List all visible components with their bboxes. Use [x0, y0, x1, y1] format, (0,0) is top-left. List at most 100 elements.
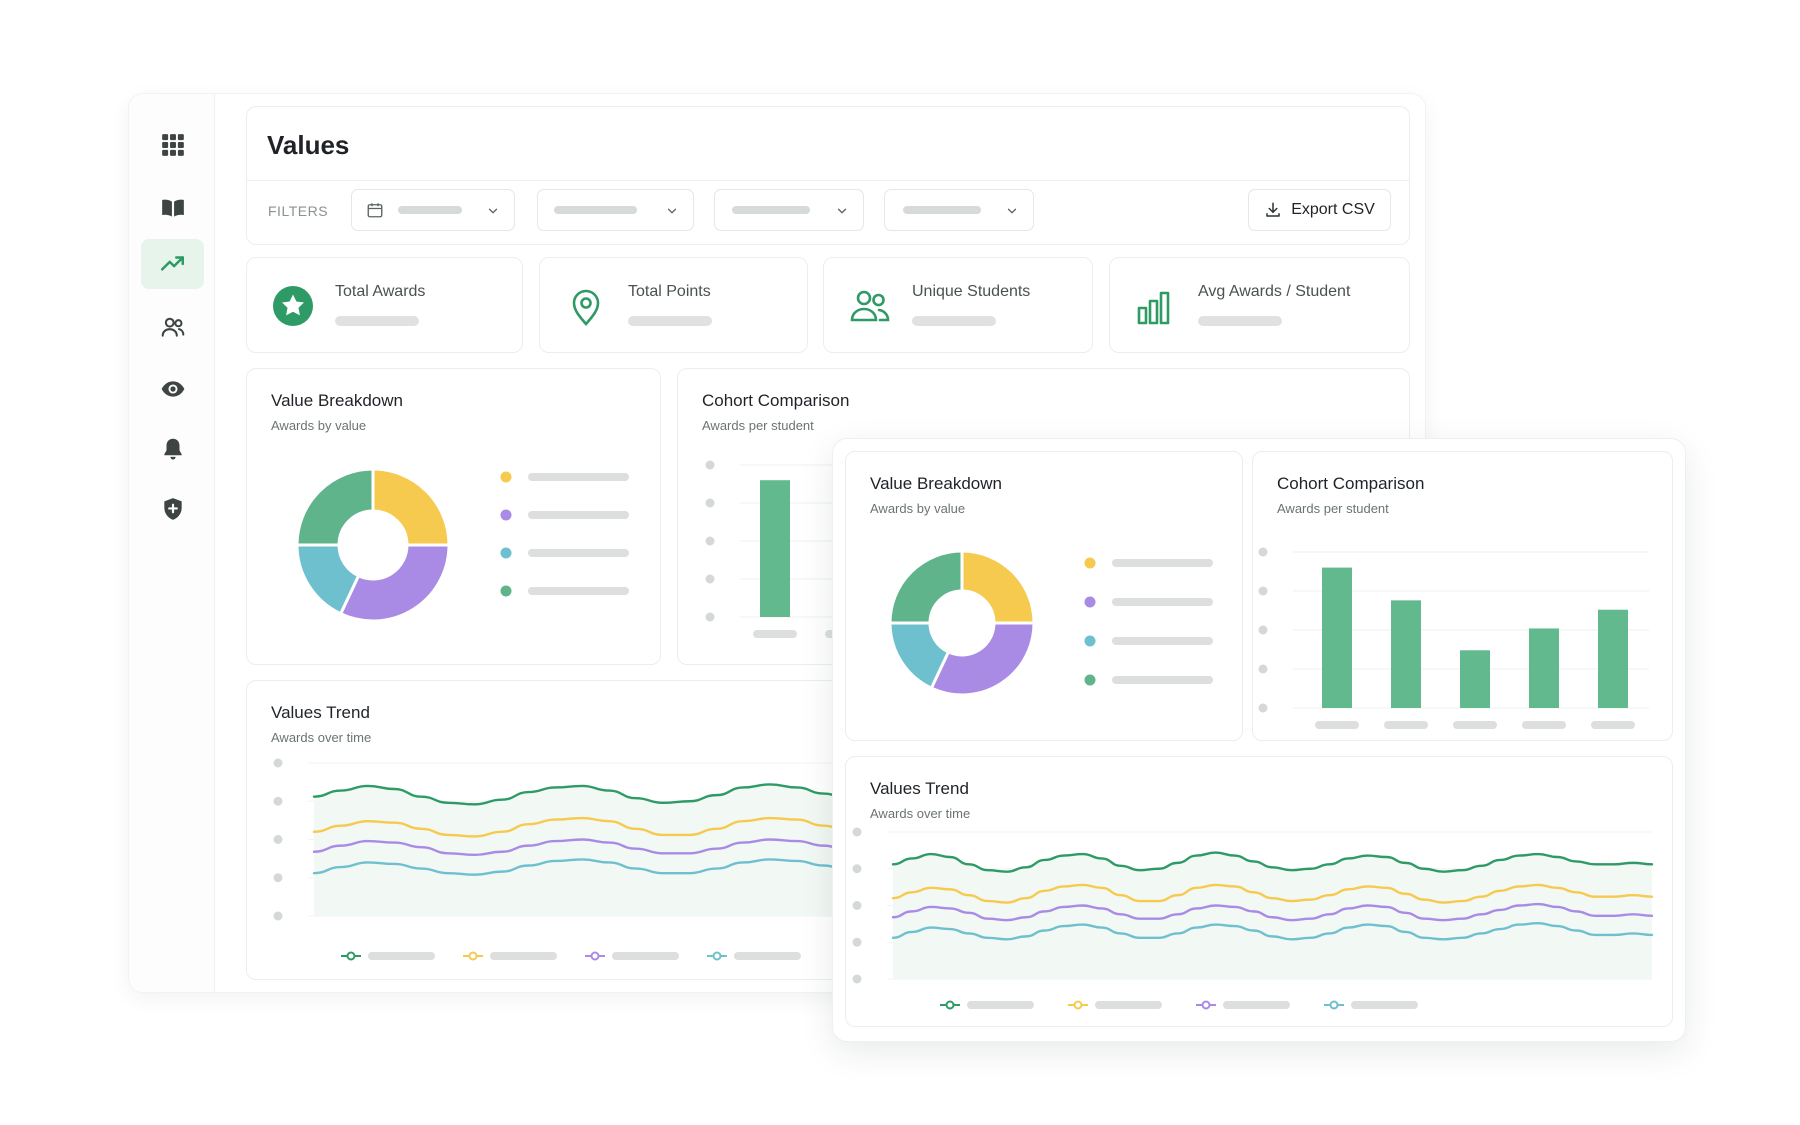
bar: [1529, 628, 1559, 708]
card-subtitle: Awards by value: [870, 501, 966, 516]
legend-label: [528, 473, 629, 481]
series-line: [891, 883, 1654, 904]
download-icon: [1266, 202, 1280, 217]
x-tick-label: [1315, 721, 1359, 729]
y-tick-label: [705, 498, 715, 508]
card-title: Cohort Comparison: [1277, 474, 1425, 493]
legend-label: [368, 952, 435, 960]
bar: [1391, 600, 1421, 708]
legend-label: [490, 952, 557, 960]
donut-slice: [371, 467, 451, 547]
y-tick-label: [852, 901, 862, 910]
legend-marker: [590, 951, 600, 961]
legend-label: [734, 952, 801, 960]
y-tick-label: [1258, 547, 1268, 557]
kpi-card-total-awards: Total Awards: [246, 257, 523, 353]
bell-icon: [163, 438, 182, 460]
sidebar-item-notifications[interactable]: [141, 424, 204, 474]
filter-date-value: [398, 206, 462, 214]
kpi-value: [335, 316, 419, 326]
users-icon: [850, 290, 890, 322]
y-tick-label: [273, 873, 283, 883]
shield-plus-icon: [163, 498, 182, 520]
export-csv-label: Export CSV: [1291, 201, 1375, 218]
grid-icon: [161, 134, 184, 156]
legend-marker: [468, 951, 478, 961]
legend-swatch: [500, 509, 512, 521]
donut-slice: [295, 467, 375, 547]
sidebar-item-visibility[interactable]: [141, 364, 204, 414]
sidebar: [129, 94, 215, 992]
book-icon: [161, 199, 184, 217]
kpi-label: Unique Students: [912, 283, 1031, 300]
page-header: Values FILTERS: [246, 106, 1410, 245]
sidebar-item-library[interactable]: [141, 183, 204, 233]
value-breakdown-card: Value Breakdown Awards by value: [246, 368, 661, 665]
sidebar-item-security[interactable]: [141, 484, 204, 534]
page-title: Values: [267, 130, 350, 160]
filter-select-3[interactable]: [714, 189, 864, 231]
star-badge-icon: [273, 286, 313, 326]
x-tick-label: [1384, 721, 1428, 729]
filter-select-2[interactable]: [537, 189, 694, 231]
card-subtitle: Awards per student: [1277, 501, 1389, 516]
sidebar-item-trends[interactable]: [141, 239, 204, 289]
y-tick-label: [705, 460, 715, 470]
filter-date-select[interactable]: [351, 189, 515, 231]
kpi-value: [628, 316, 712, 326]
series-line: [891, 921, 1654, 941]
export-csv-button[interactable]: Export CSV: [1248, 189, 1391, 231]
card-subtitle: Awards per student: [702, 418, 814, 433]
values-trend-card: Values Trend Awards over time: [845, 756, 1673, 1027]
value-breakdown-chart: [888, 549, 1213, 697]
kpi-card-unique-students: Unique Students: [823, 257, 1093, 353]
legend-label: [1351, 1001, 1418, 1009]
chevron-down-icon: [667, 208, 677, 214]
sidebar-item-students[interactable]: [141, 302, 204, 352]
filters-label: FILTERS: [268, 203, 329, 219]
y-tick-label: [273, 911, 283, 921]
legend-marker: [945, 1000, 955, 1010]
filter-select-4[interactable]: [884, 189, 1034, 231]
card-title: Values Trend: [870, 779, 969, 798]
kpi-card-avg-awards: Avg Awards / Student: [1109, 257, 1410, 353]
calendar-icon: [367, 203, 383, 218]
legend-label: [1112, 559, 1213, 567]
y-tick-label: [852, 974, 862, 984]
sidebar-item-apps[interactable]: [141, 120, 204, 170]
x-tick-label: [1591, 721, 1635, 729]
y-tick-label: [705, 574, 715, 584]
kpi-label: Total Awards: [335, 283, 426, 300]
legend-label: [528, 549, 629, 557]
card-subtitle: Awards over time: [271, 730, 372, 745]
trending-up-icon: [160, 256, 184, 271]
kpi-label: Total Points: [628, 283, 711, 300]
y-tick-label: [705, 612, 715, 622]
chevron-down-icon: [488, 208, 498, 214]
chevron-down-icon: [837, 208, 847, 214]
legend-label: [612, 952, 679, 960]
card-subtitle: Awards by value: [271, 418, 367, 433]
card-title: Values Trend: [271, 703, 370, 722]
cohort-comparison-chart: [1258, 547, 1649, 729]
legend-marker: [1201, 1000, 1211, 1010]
overlay-dashboard-preview: Value Breakdown Awards by value Cohort C…: [833, 439, 1685, 1041]
filter-2-value: [554, 206, 637, 214]
legend-marker: [1073, 1000, 1083, 1010]
kpi-label: Avg Awards / Student: [1198, 283, 1351, 300]
legend-label: [967, 1001, 1034, 1009]
y-tick-label: [852, 864, 862, 874]
value-breakdown-chart: [295, 467, 629, 623]
chevron-down-icon: [1007, 208, 1017, 214]
legend-label: [1223, 1001, 1290, 1009]
legend-label: [528, 587, 629, 595]
legend-marker: [1329, 1000, 1339, 1010]
filter-4-value: [903, 206, 981, 214]
users-icon: [161, 317, 184, 337]
y-tick-label: [273, 835, 283, 844]
donut-slice: [338, 543, 451, 623]
cohort-comparison-card: Cohort Comparison Awards per student: [1252, 451, 1673, 741]
bar: [1322, 567, 1352, 708]
donut-slice: [929, 621, 1036, 697]
x-tick-label: [1522, 721, 1566, 729]
